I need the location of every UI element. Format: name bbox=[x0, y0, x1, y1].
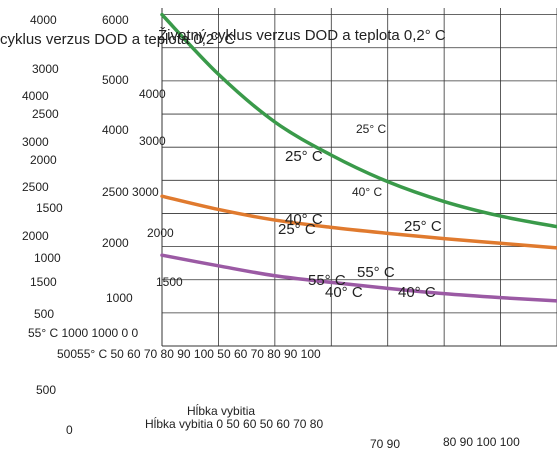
stray-label: 70 90 bbox=[370, 437, 400, 451]
series-line bbox=[160, 12, 557, 229]
series-line bbox=[160, 253, 557, 303]
stray-label: 2000 bbox=[147, 226, 174, 240]
annotation-label: 55° C bbox=[357, 264, 395, 281]
stray-label: 80 90 100 100 bbox=[443, 435, 520, 449]
annotation-label: 55° C bbox=[308, 272, 346, 289]
annotation-label: 40° C bbox=[325, 284, 363, 301]
x-axis-label-overlap: Hĺbka vybitia 0 50 60 50 60 70 80 bbox=[145, 416, 323, 431]
stray-label: 2000 bbox=[30, 153, 57, 167]
stray-label: 6000 bbox=[102, 13, 129, 27]
stray-label: 2500 3000 bbox=[102, 185, 159, 199]
series-lines bbox=[160, 12, 557, 303]
stray-label: 500 bbox=[36, 383, 56, 397]
annotation-label: 40° C bbox=[285, 211, 323, 228]
annotation-label: 25° C bbox=[285, 148, 323, 165]
stray-label: 4000 bbox=[102, 123, 129, 137]
annotation-label: 40° C bbox=[352, 185, 382, 199]
annotation-label: 40° C bbox=[398, 284, 436, 301]
stray-label: 1500 bbox=[156, 275, 183, 289]
stray-label: 2000 bbox=[102, 236, 129, 250]
stray-label: 3000 bbox=[22, 135, 49, 149]
stray-label: 5000 bbox=[102, 73, 129, 87]
stray-label: 1500 bbox=[30, 275, 57, 289]
chart-title: Životný cyklus verzus DOD a teplota 0,2°… bbox=[158, 27, 446, 44]
stray-label: 50055° C 50 60 70 80 90 100 50 60 70 80 … bbox=[57, 347, 321, 361]
stray-label: 2500 bbox=[32, 107, 59, 121]
stray-label: 2500 bbox=[22, 180, 49, 194]
series-line bbox=[160, 194, 557, 250]
chart-title-overlap: cyklus verzus DOD a teplota 0,2° C bbox=[0, 31, 235, 48]
stray-label: 500 bbox=[34, 307, 54, 321]
stray-label: 4000 bbox=[22, 89, 49, 103]
annotation-label: 25° C bbox=[356, 122, 386, 136]
stray-label: 1500 bbox=[36, 201, 63, 215]
stray-label: 3000 bbox=[32, 62, 59, 76]
stray-label: 4000 bbox=[139, 87, 166, 101]
stray-label: 1000 bbox=[34, 251, 61, 265]
stray-label: 4000 bbox=[30, 13, 57, 27]
annotation-label: 25° C bbox=[278, 221, 316, 238]
stray-label: 3000 bbox=[139, 134, 166, 148]
stray-label: 55° C 1000 1000 0 0 bbox=[28, 326, 139, 340]
stray-label: 0 bbox=[66, 423, 73, 437]
stray-label: 2000 bbox=[22, 229, 49, 243]
x-axis-label: Hĺbka vybitia bbox=[187, 403, 255, 418]
stray-label: 1000 bbox=[106, 291, 133, 305]
annotation-label: 25° C bbox=[404, 218, 442, 235]
